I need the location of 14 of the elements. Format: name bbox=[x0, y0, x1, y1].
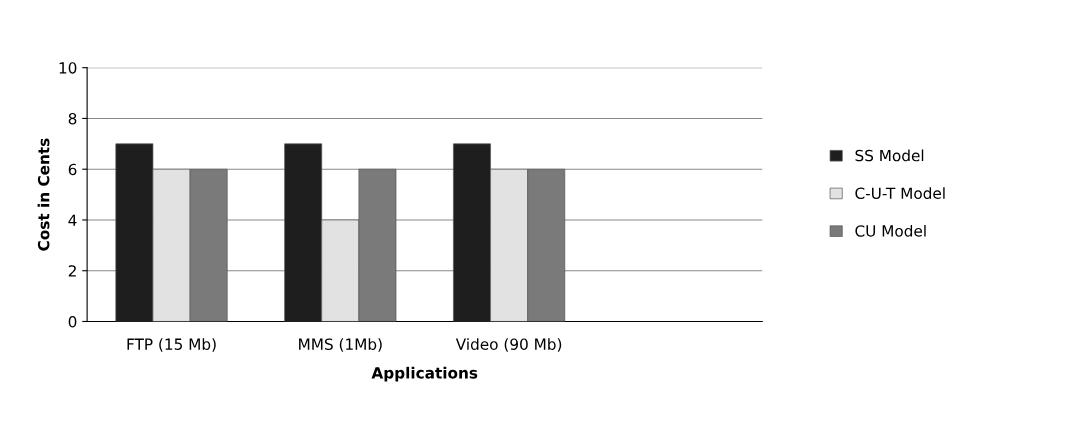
legend-label: C-U-T Model bbox=[855, 187, 945, 200]
y-axis-title: Cost in Cents bbox=[37, 138, 50, 251]
x-tick-label: MMS (1Mb) bbox=[299, 338, 382, 352]
y-tick-label: 0 bbox=[68, 315, 77, 328]
x-axis-title: Applications bbox=[371, 366, 478, 382]
legend-label: CU Model bbox=[855, 224, 926, 237]
legend-label: SS Model bbox=[855, 149, 924, 162]
x-tick-label: Video (90 Mb) bbox=[455, 338, 562, 352]
y-tick-label: 2 bbox=[68, 265, 76, 277]
x-tick-label: FTP (15 Mb) bbox=[127, 338, 216, 352]
y-tick-label: 8 bbox=[68, 112, 77, 125]
y-tick-label: 6 bbox=[68, 163, 77, 176]
y-tick-label: 4 bbox=[68, 214, 77, 226]
y-tick-label: 10 bbox=[59, 62, 77, 74]
